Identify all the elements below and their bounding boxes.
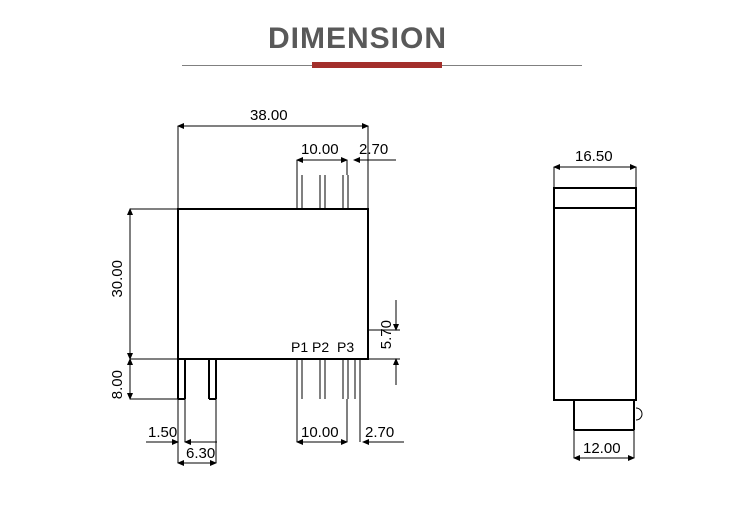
drawing-canvas: DIMENSION 38.00 10.00 2.70 30.00 8.00 5.… [0,0,750,531]
drawing-lines [0,0,750,531]
